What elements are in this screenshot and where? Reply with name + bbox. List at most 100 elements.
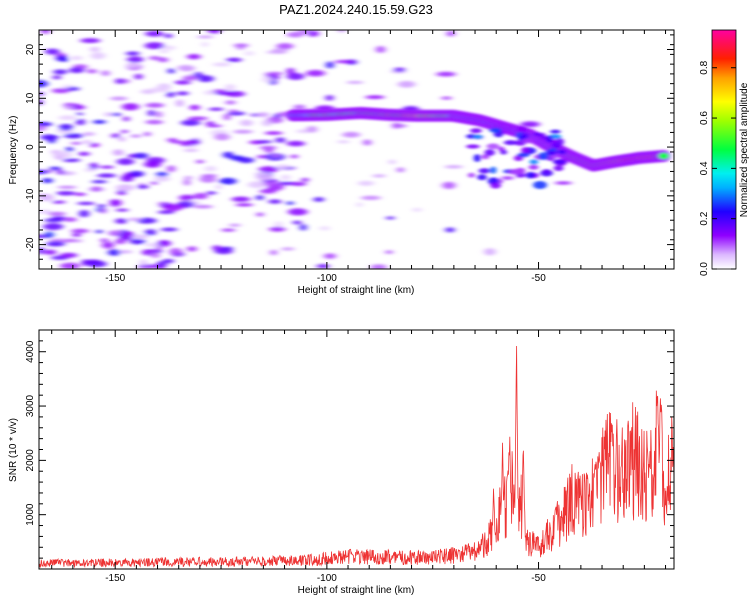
- ridge-blob: [473, 154, 481, 163]
- noise-blob: [286, 201, 294, 206]
- ridge-blob: [538, 152, 549, 161]
- noise-blob: [257, 112, 269, 118]
- noise-blob: [228, 109, 239, 113]
- noise-blob: [101, 70, 110, 77]
- colorbar-gradient: [711, 29, 737, 270]
- noise-blob: [183, 148, 198, 152]
- noise-blob: [97, 173, 116, 178]
- noise-blob: [76, 118, 85, 126]
- noise-blob: [93, 119, 106, 124]
- noise-blob: [442, 181, 456, 190]
- ridge-blob: [473, 134, 483, 139]
- ridge-blob: [546, 150, 558, 156]
- noise-blob: [115, 230, 123, 234]
- noise-blob: [520, 121, 540, 128]
- noise-blob: [226, 57, 242, 63]
- noise-blob: [109, 199, 122, 207]
- noise-blob: [270, 249, 277, 256]
- noise-blob: [356, 202, 363, 208]
- noise-blob: [207, 30, 221, 34]
- noise-blob: [221, 228, 236, 232]
- noise-blob: [176, 99, 184, 107]
- noise-blob: [57, 169, 65, 175]
- noise-blob: [212, 62, 231, 67]
- noise-blob: [251, 113, 259, 117]
- noise-blob: [183, 178, 190, 186]
- snr-y-label: SNR (10 * v/v): [8, 418, 19, 482]
- noise-blob: [228, 111, 246, 116]
- snr-frame: [38, 329, 675, 570]
- noise-blob: [233, 129, 253, 134]
- ridge-blob: [522, 138, 535, 144]
- noise-blob: [212, 245, 222, 251]
- noise-blob: [287, 31, 304, 38]
- noise-blob: [121, 174, 134, 182]
- spectrogram-x-tick-label: -50: [531, 273, 546, 284]
- noise-blob: [115, 208, 129, 212]
- noise-blob: [39, 247, 45, 255]
- ridge-blob: [550, 129, 561, 134]
- ridge-blob: [528, 164, 539, 170]
- colorbar-tick-label: 0.4: [699, 161, 710, 175]
- noise-blob: [236, 45, 245, 50]
- noise-blob: [155, 245, 162, 251]
- noise-blob: [115, 184, 135, 192]
- noise-blob: [187, 53, 201, 60]
- noise-blob: [266, 50, 282, 54]
- noise-blob: [259, 145, 277, 150]
- noise-blob: [260, 188, 277, 194]
- snr-x-label: Height of straight line (km): [298, 585, 415, 596]
- noise-blob: [255, 194, 264, 201]
- noise-blob: [75, 239, 83, 243]
- noise-blob: [69, 67, 85, 74]
- noise-blob: [258, 166, 279, 173]
- noise-blob: [116, 158, 135, 166]
- spectrogram-x-tick-label: -150: [105, 273, 125, 284]
- noise-blob: [338, 30, 345, 33]
- noise-blob: [119, 250, 133, 254]
- ridge-blob: [478, 168, 491, 174]
- noise-blob: [358, 180, 374, 186]
- noise-blob: [150, 252, 160, 259]
- noise-blob: [100, 238, 109, 243]
- noise-blob: [319, 226, 331, 231]
- noise-blob: [307, 30, 319, 37]
- noise-blob: [306, 69, 325, 77]
- noise-blob: [55, 55, 68, 62]
- noise-blob: [208, 107, 224, 111]
- noise-blob: [39, 169, 49, 175]
- noise-blob: [324, 253, 336, 259]
- noise-blob: [115, 238, 126, 245]
- noise-blob: [193, 192, 208, 200]
- noise-blob: [42, 177, 53, 184]
- ridge-blob: [489, 127, 502, 133]
- noise-blob: [90, 186, 103, 192]
- noise-blob: [52, 200, 66, 204]
- noise-blob: [137, 184, 149, 189]
- noise-blob: [501, 176, 514, 180]
- noise-blob: [174, 80, 191, 85]
- noise-blob: [156, 240, 171, 247]
- noise-blob: [64, 217, 77, 222]
- noise-blob: [225, 100, 236, 105]
- noise-blob: [187, 246, 197, 252]
- noise-blob: [80, 38, 101, 44]
- noise-blob: [89, 162, 98, 170]
- noise-blob: [316, 264, 330, 269]
- noise-blob: [361, 195, 381, 200]
- noise-blob: [115, 218, 127, 225]
- noise-blob: [268, 71, 283, 76]
- ridge-blob: [508, 169, 522, 175]
- noise-blob: [272, 153, 280, 158]
- noise-blob: [133, 234, 149, 239]
- noise-blob: [206, 191, 217, 195]
- spectrogram-y-tick-label: 0: [25, 144, 36, 150]
- noise-blob: [170, 140, 186, 144]
- noise-blob: [158, 57, 169, 63]
- noise-blob: [104, 112, 113, 117]
- noise-blob: [155, 111, 163, 118]
- noise-blob: [158, 210, 175, 214]
- noise-blob: [71, 228, 89, 234]
- noise-blob: [70, 55, 83, 61]
- noise-blob: [139, 259, 148, 266]
